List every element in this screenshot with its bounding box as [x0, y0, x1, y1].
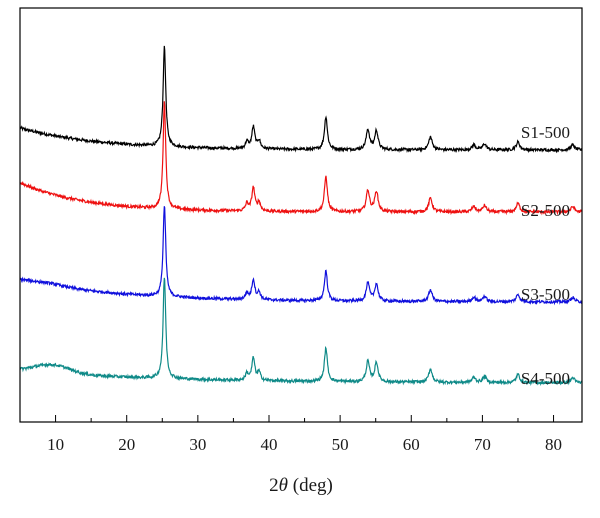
series-line-s4-500 — [19, 277, 582, 387]
x-tick-label: 20 — [118, 435, 135, 454]
x-axis-title-suffix: (deg) — [288, 475, 333, 496]
x-tick-label: 60 — [403, 435, 420, 454]
series-labels: S1-500 S2-500 S3-500 S4-500 — [521, 123, 570, 388]
series-label-s1-500: S1-500 — [521, 123, 570, 142]
x-tick-label: 70 — [474, 435, 491, 454]
x-axis-title: 2θ (deg) — [269, 475, 333, 496]
x-axis-title-symbol: θ — [279, 475, 288, 496]
series-label-s4-500: S4-500 — [521, 369, 570, 388]
x-tick-label: 50 — [332, 435, 349, 454]
x-axis-title-prefix: 2 — [269, 475, 279, 496]
x-tick-label: 40 — [260, 435, 277, 454]
series-line-s2-500 — [19, 101, 583, 216]
series-layer — [19, 45, 583, 387]
series-label-s2-500: S2-500 — [521, 201, 570, 220]
series-line-s3-500 — [19, 206, 583, 306]
series-label-s3-500: S3-500 — [521, 285, 570, 304]
x-tick-label: 30 — [189, 435, 206, 454]
x-tick-label: 80 — [545, 435, 562, 454]
x-tick-label: 10 — [47, 435, 64, 454]
series-line-s1-500 — [19, 45, 583, 154]
plot-frame — [19, 7, 583, 423]
x-axis-ticks: 10 20 30 40 50 60 70 80 — [19, 415, 562, 454]
